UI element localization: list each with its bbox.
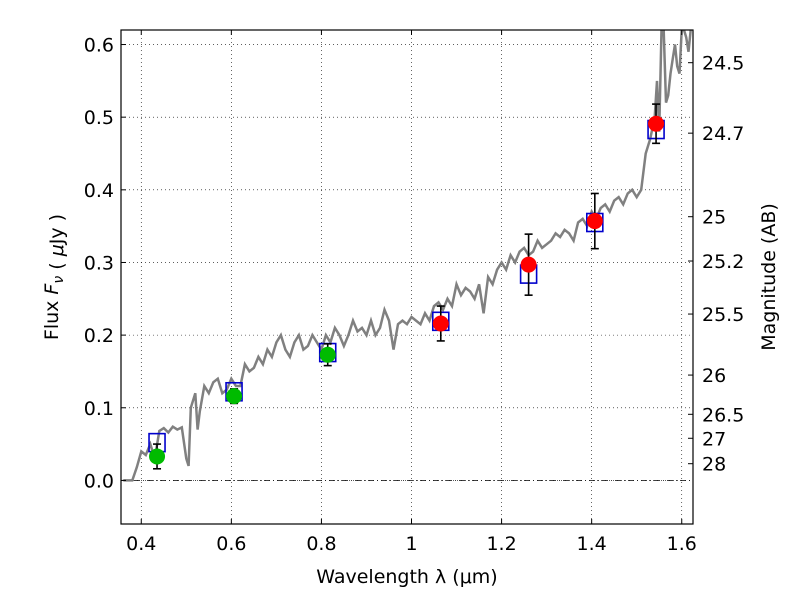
y-tick-label: 0.4 [84,180,114,202]
data-point [648,115,665,132]
x-tick-label: 0.4 [126,533,156,555]
model-spectrum [123,30,692,482]
plot-frame [120,29,694,525]
data-point [432,315,449,332]
x-tick-label: 0.8 [306,533,336,555]
x-tick-label: 0.6 [216,533,246,555]
y2-tick-label: 26.5 [702,404,744,426]
y-tick-label: 0.1 [84,398,114,420]
spectrum-line [123,30,692,482]
data-point [586,213,603,230]
data-point [319,346,336,363]
y2-tick-label: 28 [702,454,726,476]
x-tick-label: 1.4 [577,533,607,555]
x-axis-label: Wavelength λ (μm) [316,566,497,588]
y-tick-label: 0.0 [84,470,114,492]
x-tick-label: 1.6 [667,533,697,555]
y2-tick-label: 24.7 [702,123,744,145]
x-tick-label: 1 [405,533,417,555]
grid-lines [121,30,693,524]
model-photometry-boxes [148,119,665,453]
x-tick-label: 1.2 [486,533,516,555]
y2-tick-label: 25.5 [702,304,744,326]
y-tick-label: 0.6 [84,35,114,57]
y-tick-label: 0.5 [84,107,114,129]
y2-tick-label: 25 [702,207,726,229]
y2-tick-label: 24.5 [702,53,744,75]
y2-tick-label: 25.2 [702,251,744,273]
y2-axis-label: Magnitude (AB) [758,203,780,351]
y2-tick-label: 26 [702,365,726,387]
data-point [149,448,166,465]
y-axis-label: Flux Fν ( μJy ) [41,214,68,340]
y-tick-label: 0.2 [84,325,114,347]
axis-ticks: 0.4 0.6 0.8 1 1.2 1.4 1.6 0.0 0.1 0.2 0.3 0.4 0.5 0.6… [84,30,744,555]
y2-tick-label: 27 [702,428,726,450]
data-point [226,388,243,405]
observed-photometry-points [149,103,665,470]
y-tick-label: 0.3 [84,252,114,274]
data-point [520,256,537,273]
